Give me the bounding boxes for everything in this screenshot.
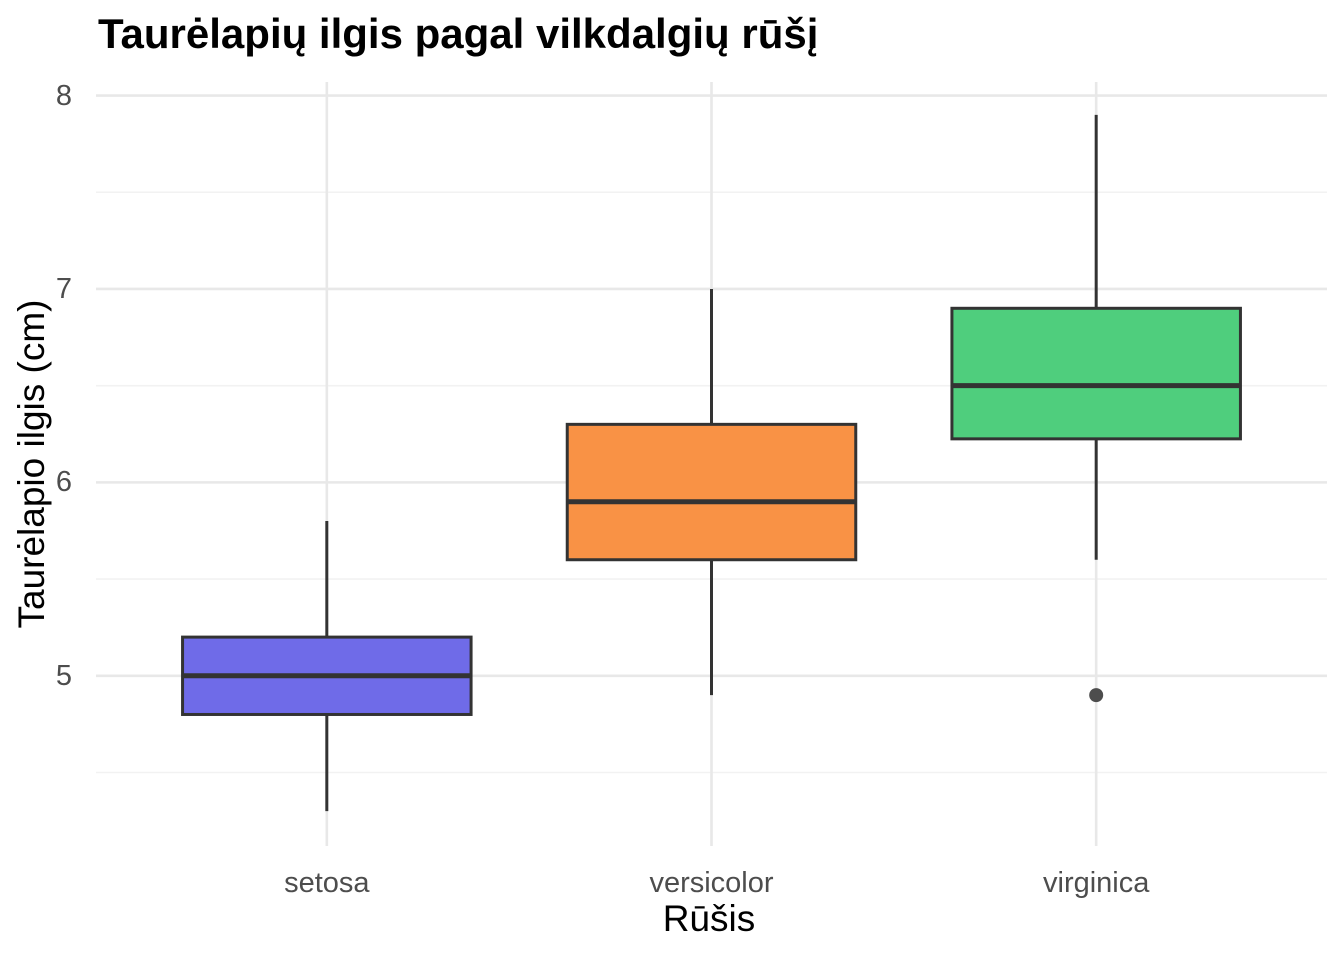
box-virginica: [950, 306, 1242, 441]
y-tick-label-6: 6: [55, 466, 72, 499]
x-tick-label-versicolor: versicolor: [649, 867, 774, 899]
y-tick-label-7: 7: [55, 272, 72, 305]
x-tick-label-virginica: virginica: [1043, 867, 1150, 899]
outlier-point-virginica: [1089, 688, 1104, 703]
y-tick-label-8: 8: [55, 79, 72, 112]
x-axis-title: Rūšis: [662, 898, 756, 939]
y-tick-label-5: 5: [55, 659, 72, 692]
x-tick-label-setosa: setosa: [284, 867, 370, 899]
box-versicolor: [565, 422, 858, 562]
chart-title: Taurėlapių ilgis pagal vilkdalgių rūšį: [98, 10, 819, 57]
